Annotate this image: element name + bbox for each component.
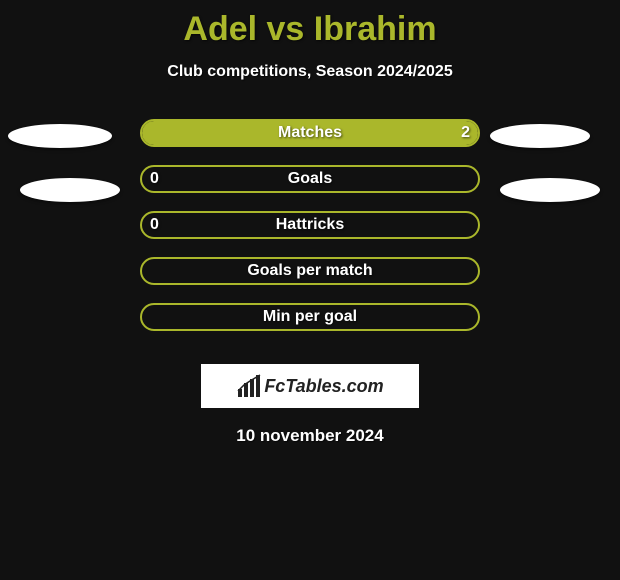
bars-icon: [236, 373, 262, 399]
date-line: 10 november 2024: [0, 426, 620, 446]
page-title: Adel vs Ibrahim: [0, 0, 620, 49]
bar-value-right: 2: [461, 119, 470, 147]
bar-slot: [140, 303, 480, 331]
bar-slot: [140, 165, 480, 193]
comparison-bars: Matches2Goals0Hattricks0Goals per matchM…: [0, 119, 620, 349]
stat-row: Matches2: [0, 119, 620, 165]
logo-text: FcTables.com: [264, 376, 383, 397]
subtitle: Club competitions, Season 2024/2025: [0, 63, 620, 81]
bar-fill: [142, 121, 478, 145]
bar-value-left: 0: [150, 165, 159, 193]
bar-value-left: 0: [150, 211, 159, 239]
bar-slot: [140, 119, 480, 147]
stat-row: Goals0: [0, 165, 620, 211]
bar-slot: [140, 257, 480, 285]
stat-row: Goals per match: [0, 257, 620, 303]
logo-box: FcTables.com: [201, 364, 419, 408]
stat-row: Hattricks0: [0, 211, 620, 257]
stat-row: Min per goal: [0, 303, 620, 349]
bar-slot: [140, 211, 480, 239]
